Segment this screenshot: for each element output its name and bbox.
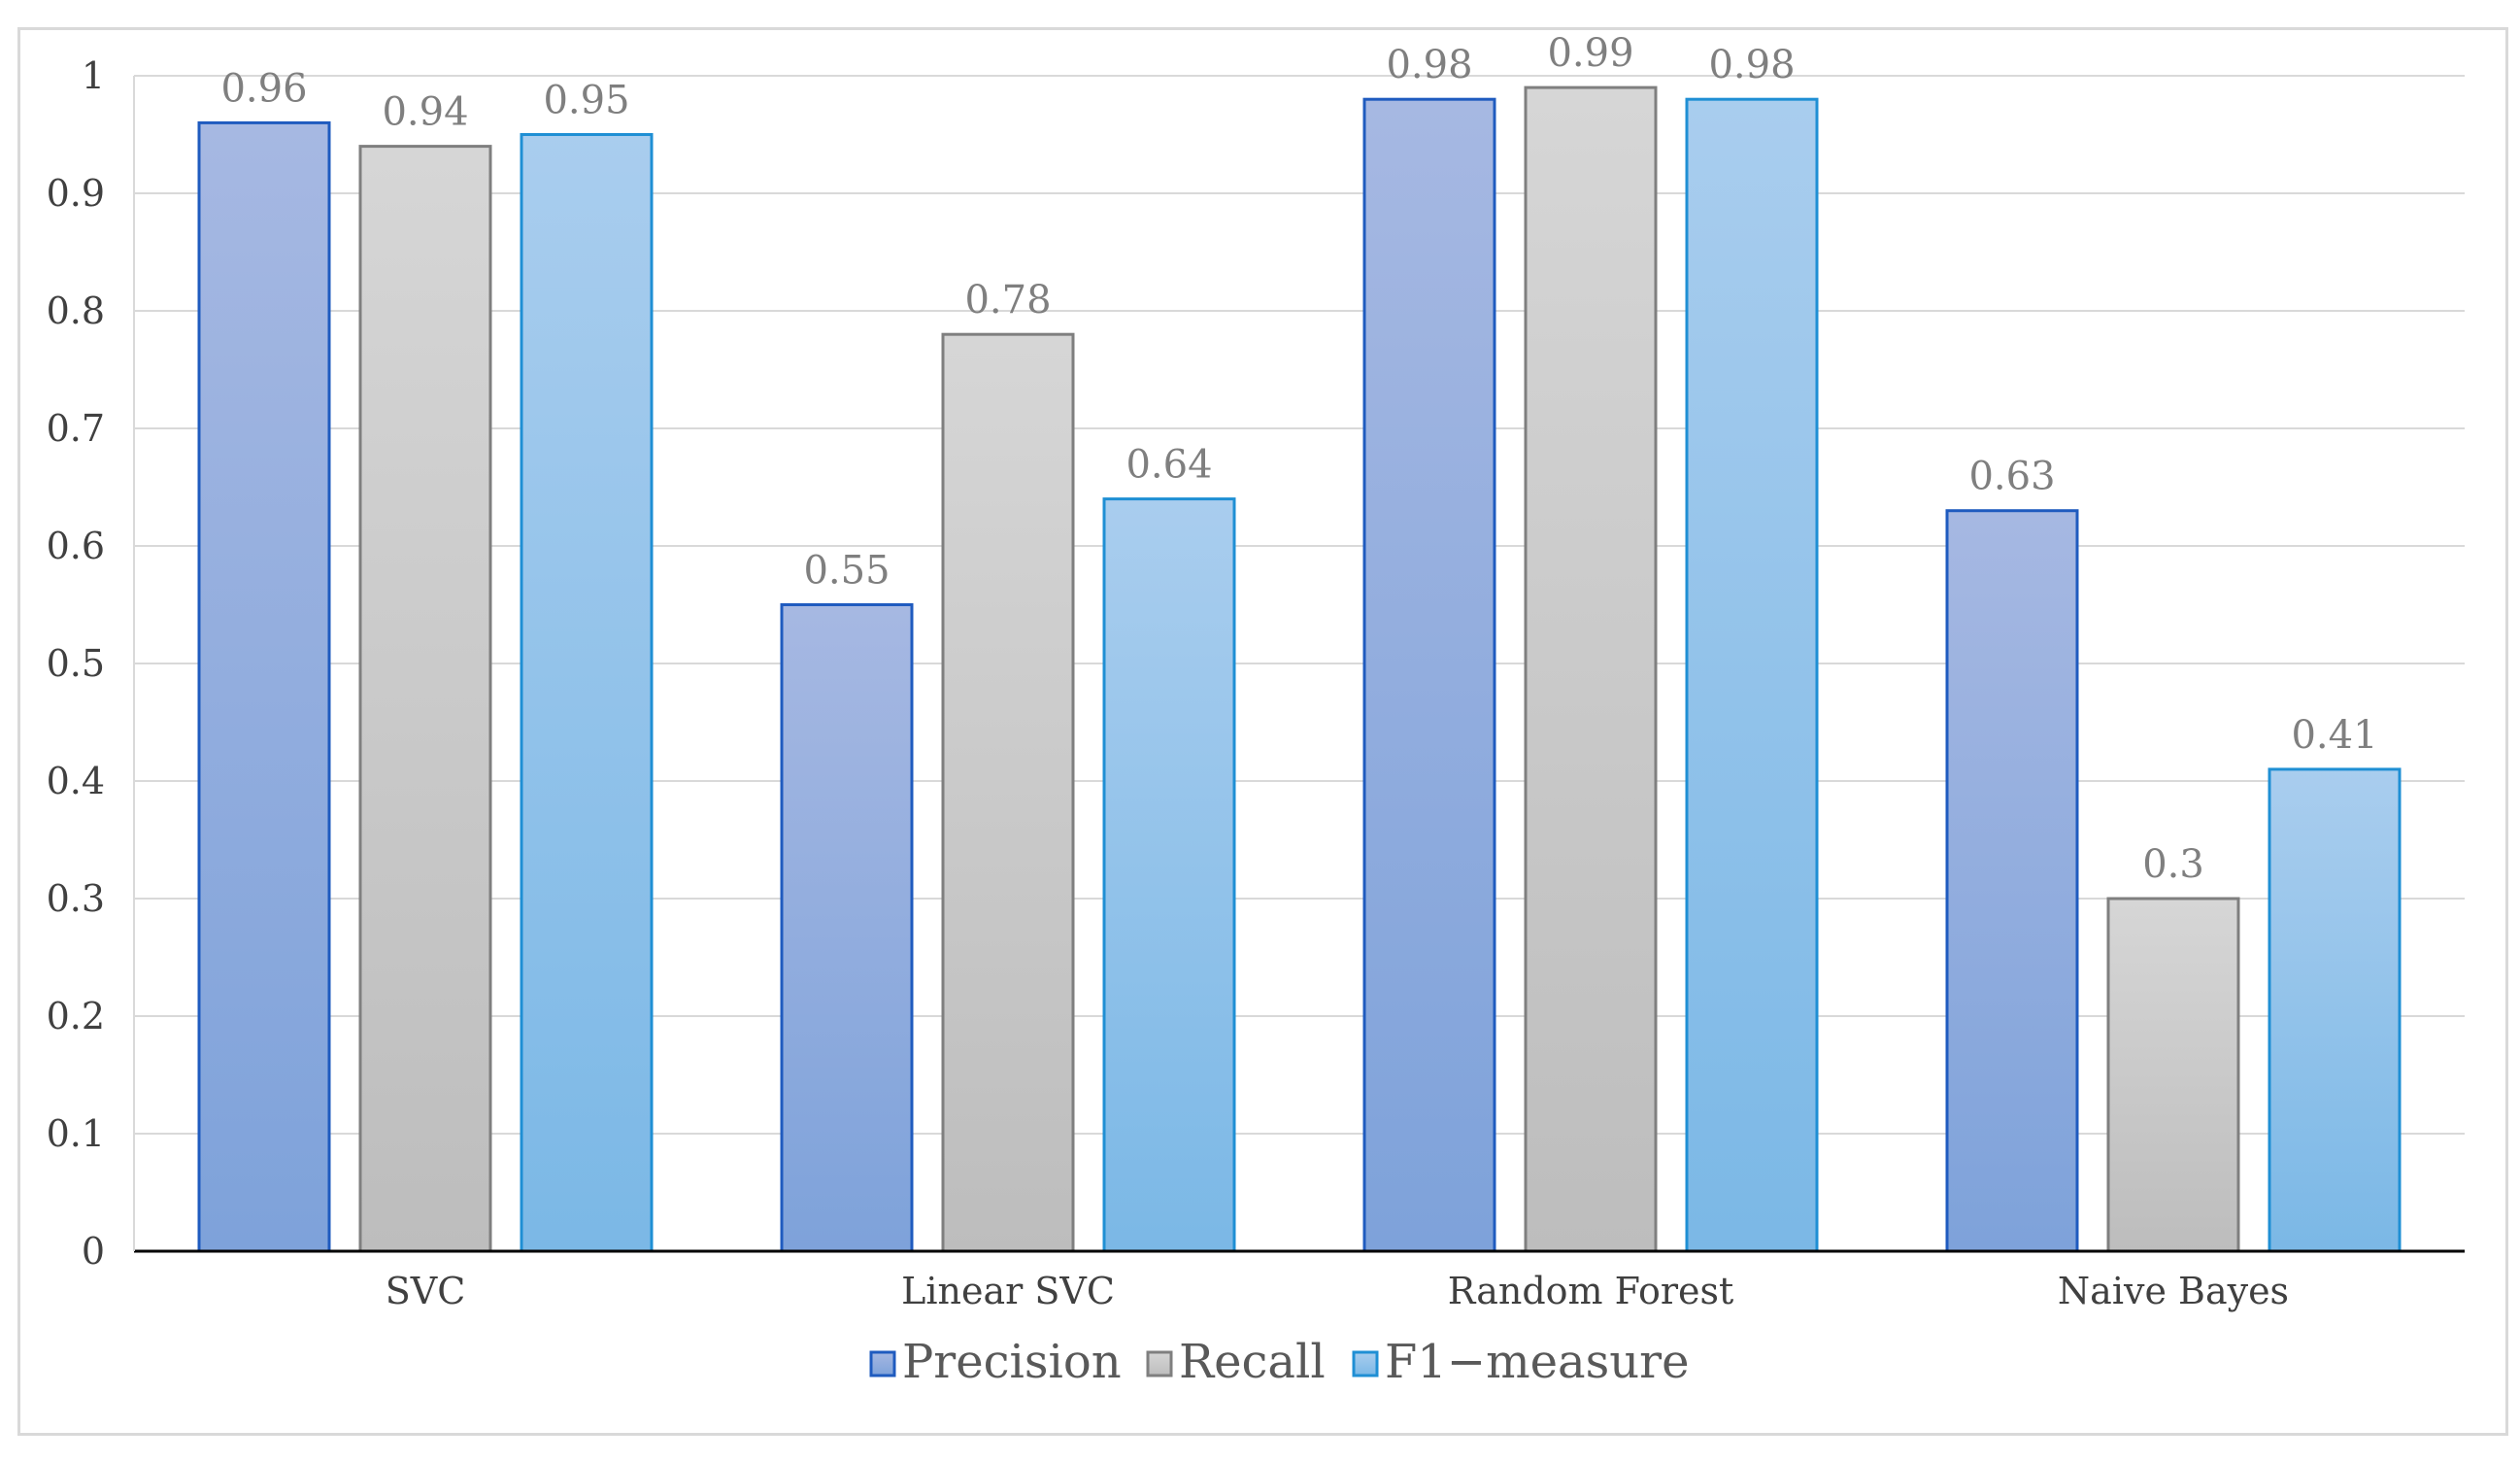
data-label: 0.78 [964,278,1051,323]
y-tick-label: 0.7 [47,407,105,450]
bar-f1-measure [1685,97,1819,1253]
category-label: SVC [386,1270,466,1312]
y-tick-label: 0.3 [47,877,105,920]
legend-label[interactable]: Recall [1179,1335,1326,1389]
y-tick-label: 0 [82,1230,105,1273]
x-axis [133,76,2465,1253]
data-label: 0.55 [803,549,890,594]
y-tick-label: 0.8 [47,289,105,332]
bar-recall [1524,85,1658,1253]
data-label: 0.63 [1968,455,2055,499]
data-label: 0.95 [543,79,629,123]
y-tick-label: 0.1 [47,1112,105,1155]
data-label: 0.98 [1708,43,1795,87]
legend-label[interactable]: F1−measure [1385,1335,1690,1389]
category-label: Naive Bayes [2058,1270,2289,1312]
bar-precision [780,603,914,1253]
data-label: 0.96 [220,66,307,111]
y-tick-label: 0.5 [47,642,105,685]
category-labels: SVC Linear SVC Random Forest Naive Bayes [386,1270,2289,1312]
y-tick-label: 0.2 [47,995,105,1037]
data-label: 0.98 [1386,43,1472,87]
bars [197,85,2402,1253]
data-label: 0.64 [1126,443,1212,488]
bar-f1-measure [520,133,654,1253]
category-label: Random Forest [1448,1270,1734,1312]
data-label: 0.3 [2142,842,2204,887]
y-tick-label: 0.4 [47,760,105,802]
y-tick-label: 0.9 [47,172,105,215]
bar-recall [2106,897,2240,1253]
bar-precision [1945,509,2079,1253]
bar-precision [197,120,331,1253]
bar-f1-measure [1102,497,1236,1253]
bar-precision [1362,97,1496,1253]
y-axis-ticks: 0 0.1 0.2 0.3 0.4 0.5 0.6 0.7 0.8 0.9 1 [47,54,105,1273]
bar-recall [358,145,492,1253]
data-label: 0.99 [1547,31,1633,76]
data-label: 0.94 [382,90,468,135]
legend-swatch[interactable] [1352,1350,1379,1377]
y-tick-label: 0.6 [47,525,105,567]
bar-recall [941,332,1075,1253]
legend[interactable]: Precision Recall F1−measure [869,1335,1690,1389]
data-labels: 0.96 0.94 0.95 0.55 0.78 0.64 0.98 0.99 0.98 0.63… [220,31,2377,887]
legend-swatch[interactable] [869,1350,896,1377]
legend-label[interactable]: Precision [902,1335,1122,1389]
y-tick-label: 1 [82,54,105,97]
bar-f1-measure [2268,767,2402,1253]
legend-swatch[interactable] [1146,1350,1173,1377]
data-label: 0.41 [2291,713,2377,758]
category-label: Linear SVC [901,1270,1115,1312]
